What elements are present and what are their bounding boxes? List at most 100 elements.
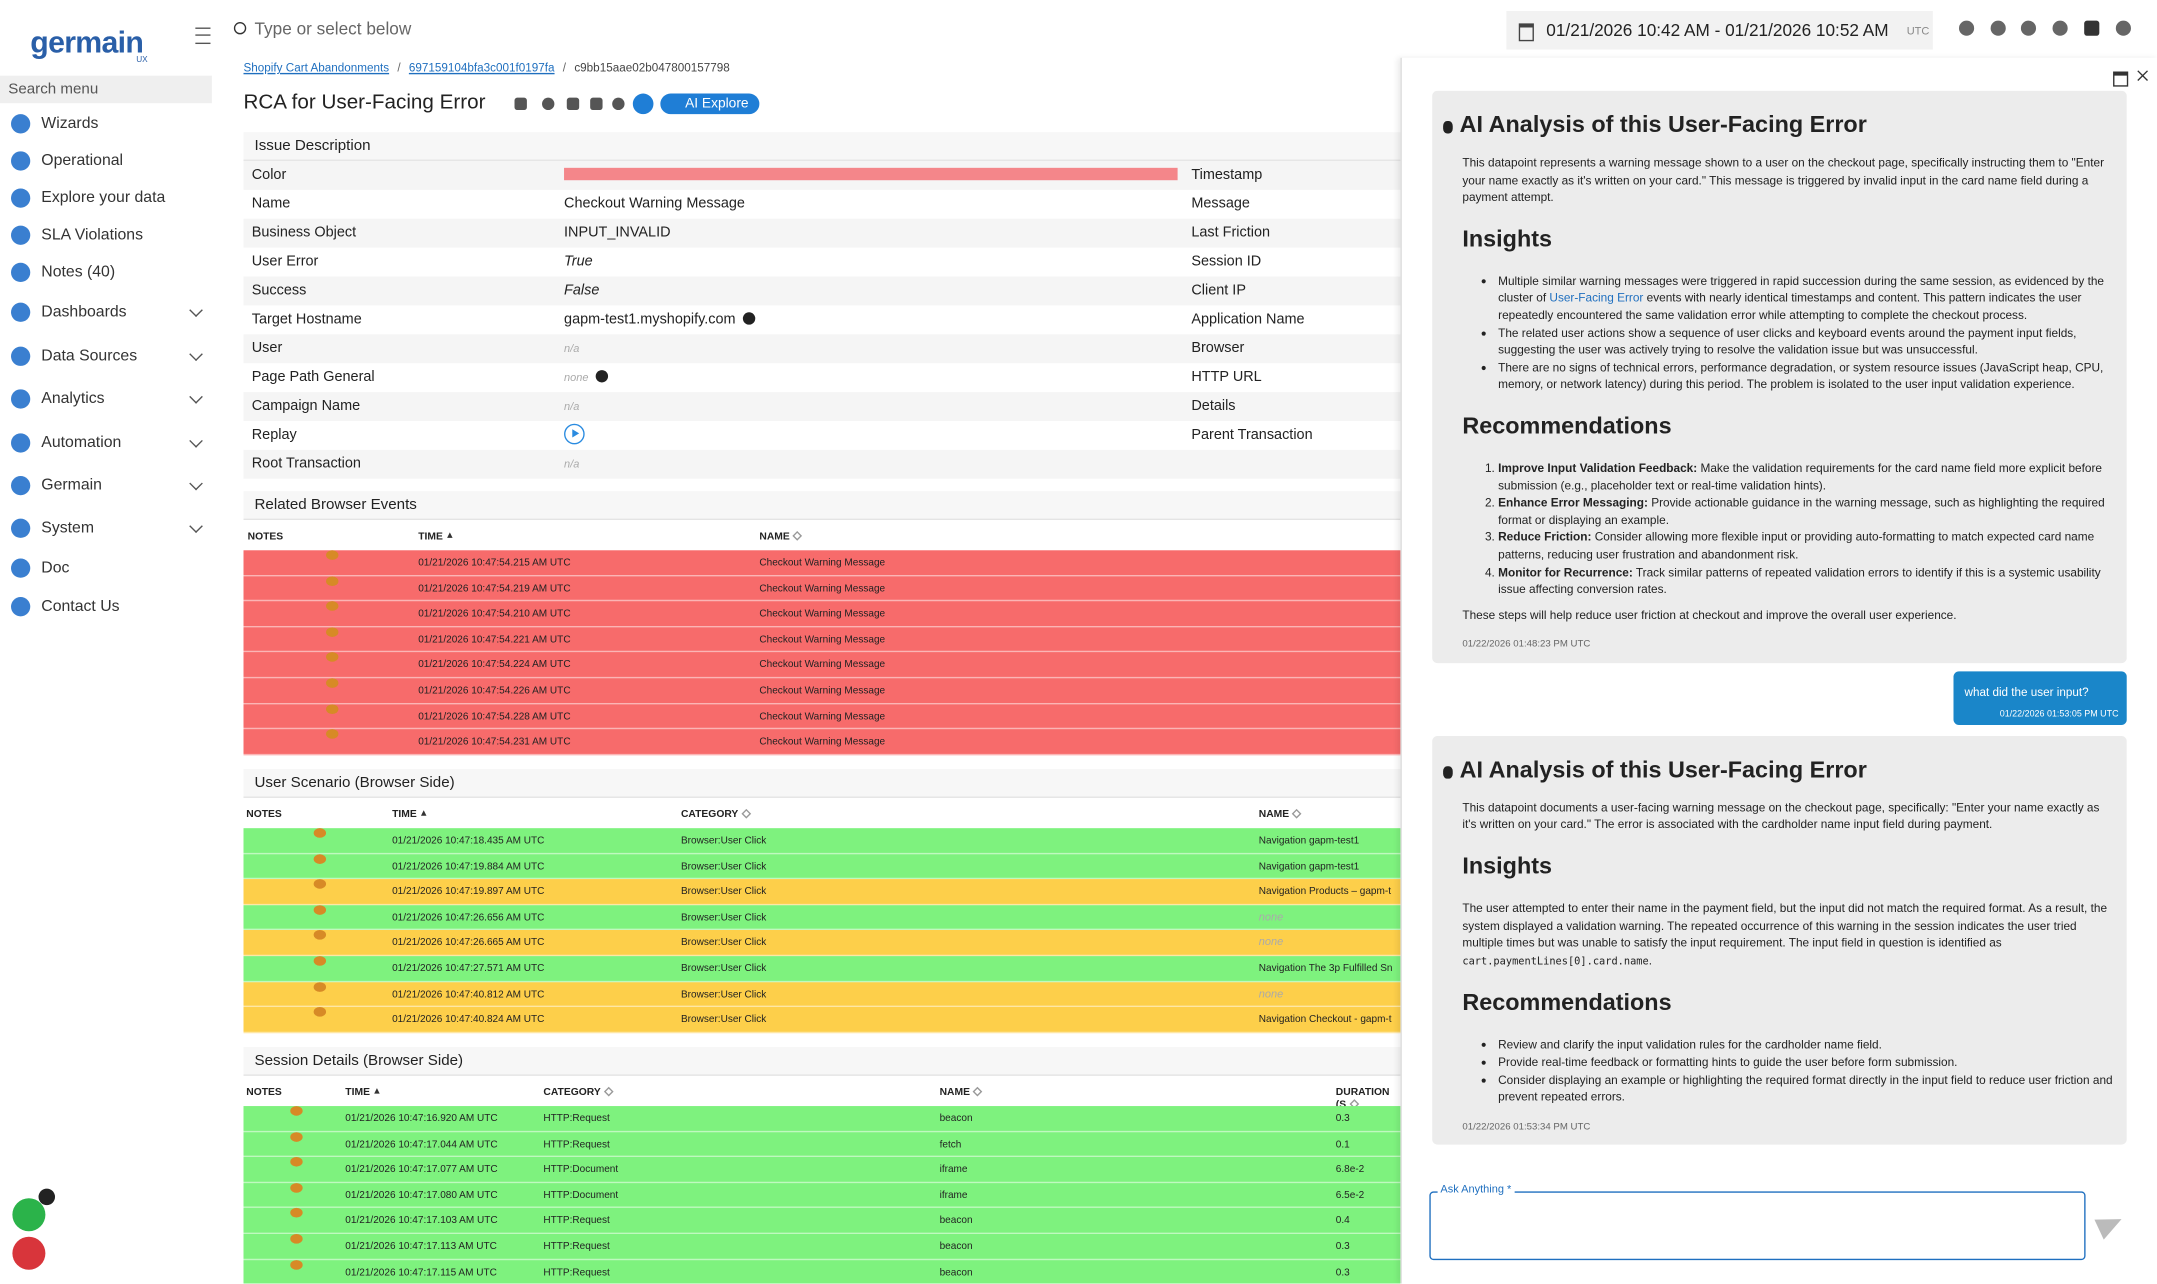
menu-item[interactable]: Contact Us bbox=[8, 593, 212, 621]
menu-item[interactable]: Automation bbox=[8, 429, 212, 457]
table-row[interactable]: 01/21/2026 10:47:54.219 AM UTC Checkout W… bbox=[243, 575, 1401, 602]
table-row[interactable]: 01/21/2026 10:47:16.920 AM UTC HTTP:Reque… bbox=[243, 1106, 1401, 1132]
search-input[interactable]: Type or select below bbox=[254, 19, 412, 39]
note-icon[interactable] bbox=[313, 904, 327, 915]
info-icon[interactable] bbox=[742, 312, 755, 325]
menu-item[interactable]: SLA Violations bbox=[8, 221, 212, 249]
menu-item[interactable]: Explore your data bbox=[8, 184, 212, 212]
feedback-close[interactable] bbox=[38, 1188, 56, 1206]
close-button[interactable] bbox=[2136, 69, 2150, 83]
refresh-icon[interactable] bbox=[1958, 20, 1975, 36]
note-icon[interactable] bbox=[290, 1259, 303, 1270]
menu-item[interactable]: Wizards bbox=[8, 110, 212, 138]
note-icon[interactable] bbox=[290, 1131, 303, 1142]
thumbs-down[interactable] bbox=[12, 1236, 46, 1270]
table-row[interactable]: 01/21/2026 10:47:54.210 AM UTC Checkout W… bbox=[243, 601, 1401, 628]
menu-search[interactable]: Search menu bbox=[0, 75, 212, 104]
column-header[interactable]: NAME bbox=[1259, 808, 1300, 820]
menu-item[interactable]: System bbox=[8, 515, 212, 543]
maximize-button[interactable] bbox=[2113, 71, 2129, 87]
chart-icon[interactable] bbox=[514, 97, 527, 111]
note-icon[interactable] bbox=[326, 550, 339, 560]
column-header[interactable]: TIME bbox=[345, 1085, 379, 1097]
date-picker[interactable]: 01/21/2026 10:42 AM - 01/21/2026 10:52 A… bbox=[1506, 11, 1933, 50]
table-row[interactable]: 01/21/2026 10:47:54.231 AM UTC Checkout W… bbox=[243, 729, 1401, 755]
table-row[interactable]: 01/21/2026 10:47:54.226 AM UTC Checkout W… bbox=[243, 678, 1401, 704]
column-header[interactable]: CATEGORY bbox=[681, 808, 749, 820]
note-icon[interactable] bbox=[290, 1182, 303, 1193]
ai-explore-button[interactable]: AI Explore bbox=[660, 93, 760, 115]
table-row[interactable]: 01/21/2026 10:47:17.080 AM UTC HTTP:Docum… bbox=[243, 1182, 1401, 1209]
table-row[interactable]: 01/21/2026 10:47:27.571 AM UTC Browser:Us… bbox=[243, 956, 1401, 982]
menu-toggle[interactable] bbox=[195, 27, 211, 45]
table-row[interactable]: 01/21/2026 10:47:19.884 AM UTC Browser:Us… bbox=[243, 853, 1401, 880]
column-header[interactable]: CATEGORY bbox=[543, 1085, 611, 1097]
column-header[interactable]: DURATION (S bbox=[1336, 1085, 1401, 1110]
user-icon[interactable] bbox=[2115, 20, 2131, 36]
column-header[interactable]: TIME bbox=[418, 530, 452, 542]
thumbs-up[interactable] bbox=[12, 1198, 46, 1232]
column-header[interactable]: NAME bbox=[759, 530, 800, 542]
table-row[interactable]: 01/21/2026 10:47:26.656 AM UTC Browser:Us… bbox=[243, 904, 1401, 931]
comment-icon[interactable] bbox=[542, 97, 555, 111]
alert-icon[interactable] bbox=[566, 97, 580, 111]
table-row[interactable]: 01/21/2026 10:47:17.103 AM UTC HTTP:Reque… bbox=[243, 1208, 1401, 1234]
table-row[interactable]: 01/21/2026 10:47:54.228 AM UTC Checkout W… bbox=[243, 703, 1401, 730]
note-icon[interactable] bbox=[290, 1208, 303, 1219]
breadcrumb-item[interactable]: Shopify Cart Abandonments bbox=[243, 60, 390, 75]
menu-item[interactable]: Operational bbox=[8, 147, 212, 175]
note-icon[interactable] bbox=[326, 601, 339, 612]
table-row[interactable]: 01/21/2026 10:47:17.077 AM UTC HTTP:Docum… bbox=[243, 1157, 1401, 1183]
note-icon[interactable] bbox=[313, 956, 327, 966]
note-icon[interactable] bbox=[326, 703, 339, 714]
info-icon[interactable] bbox=[2052, 20, 2068, 36]
table-row[interactable]: 01/21/2026 10:47:18.435 AM UTC Browser:Us… bbox=[243, 828, 1401, 854]
menu-item[interactable]: Germain bbox=[8, 472, 212, 500]
note-icon[interactable] bbox=[290, 1157, 303, 1167]
note-icon[interactable] bbox=[326, 652, 339, 663]
note-icon[interactable] bbox=[313, 853, 327, 864]
menu-item[interactable]: Notes (40) bbox=[8, 259, 212, 287]
fullscreen-icon[interactable] bbox=[1990, 20, 2006, 36]
replay-button[interactable] bbox=[564, 423, 585, 445]
add-button[interactable] bbox=[632, 93, 654, 115]
menu-item[interactable]: Dashboards bbox=[8, 299, 212, 327]
table-row[interactable]: 01/21/2026 10:47:17.044 AM UTC HTTP:Reque… bbox=[243, 1131, 1401, 1158]
play-icon[interactable] bbox=[2020, 20, 2037, 36]
table-row[interactable]: 01/21/2026 10:47:40.824 AM UTC Browser:Us… bbox=[243, 1007, 1401, 1033]
note-icon[interactable] bbox=[313, 981, 327, 992]
breadcrumb-item[interactable]: 697159104bfa3c001f0197fa bbox=[408, 60, 555, 75]
table-row[interactable]: 01/21/2026 10:47:54.215 AM UTC Checkout W… bbox=[243, 550, 1401, 576]
inbox-icon[interactable] bbox=[2084, 20, 2100, 36]
send-button[interactable] bbox=[2094, 1209, 2127, 1240]
note-icon[interactable] bbox=[313, 930, 327, 941]
note-icon[interactable] bbox=[326, 575, 339, 586]
note-icon[interactable] bbox=[313, 828, 327, 838]
table-row[interactable]: 01/21/2026 10:47:17.115 AM UTC HTTP:Reque… bbox=[243, 1259, 1401, 1284]
print-icon[interactable] bbox=[590, 97, 603, 111]
info-icon[interactable] bbox=[595, 370, 608, 383]
menu-item[interactable]: Doc bbox=[8, 554, 212, 582]
column-header[interactable]: TIME bbox=[392, 808, 426, 820]
table-row[interactable]: 01/21/2026 10:47:54.221 AM UTC Checkout W… bbox=[243, 627, 1401, 653]
note-icon[interactable] bbox=[313, 879, 327, 889]
column-header[interactable]: NAME bbox=[940, 1085, 981, 1097]
ask-input[interactable] bbox=[1429, 1191, 2086, 1261]
note-icon[interactable] bbox=[326, 678, 339, 688]
note-icon[interactable] bbox=[326, 729, 339, 739]
table-row[interactable]: 01/21/2026 10:47:17.113 AM UTC HTTP:Reque… bbox=[243, 1233, 1401, 1260]
note-icon[interactable] bbox=[313, 1007, 327, 1017]
table-row[interactable]: 01/21/2026 10:47:19.897 AM UTC Browser:Us… bbox=[243, 879, 1401, 905]
note-icon[interactable] bbox=[290, 1233, 303, 1244]
text-segment[interactable]: User-Facing Error bbox=[1549, 290, 1644, 305]
info-icon[interactable] bbox=[612, 97, 625, 111]
note-icon[interactable] bbox=[326, 627, 339, 637]
table-row[interactable]: 01/21/2026 10:47:40.812 AM UTC Browser:Us… bbox=[243, 981, 1401, 1008]
menu-item[interactable]: Analytics bbox=[8, 385, 212, 413]
table-row[interactable]: 01/21/2026 10:47:54.224 AM UTC Checkout W… bbox=[243, 652, 1401, 679]
table-row[interactable]: 01/21/2026 10:47:26.665 AM UTC Browser:Us… bbox=[243, 930, 1401, 957]
issue-row: Business Object INPUT_INVALID Last Frictio… bbox=[243, 218, 1401, 248]
menu-item[interactable]: Data Sources bbox=[8, 343, 212, 371]
note-icon[interactable] bbox=[290, 1106, 303, 1116]
logo[interactable]: germain bbox=[30, 24, 144, 60]
